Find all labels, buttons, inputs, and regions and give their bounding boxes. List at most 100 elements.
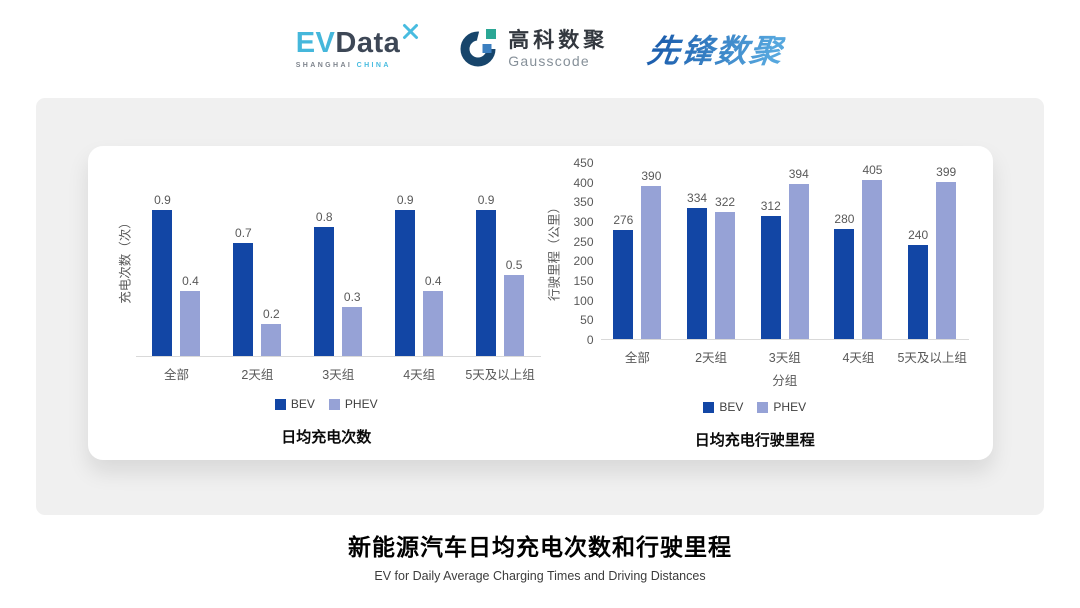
bar-with-label: 240 xyxy=(908,162,928,339)
x-tick-label: 4天组 xyxy=(842,351,875,365)
bar-with-label: 334 xyxy=(687,162,707,339)
bar-value-label: 0.8 xyxy=(315,210,333,224)
y-tick-label: 300 xyxy=(573,215,594,229)
evdata-logo: EV Data SHANGHAI CHINA xyxy=(296,24,420,69)
y-tick-label: 200 xyxy=(573,254,594,269)
x-tick-label: 4天组 xyxy=(403,368,436,382)
x-tick-label: 2天组 xyxy=(241,368,274,382)
legend-item-bev: BEV xyxy=(703,400,743,414)
bar-with-label: 399 xyxy=(936,162,956,339)
bar-value-label: 240 xyxy=(908,228,929,242)
bar-bev xyxy=(152,210,173,356)
chart-title: 日均充电次数 xyxy=(281,429,372,446)
bar-group: 280 405 xyxy=(822,162,896,339)
evdata-data-text: Data xyxy=(335,27,401,59)
bar-phev xyxy=(261,324,282,356)
bar-value-label: 276 xyxy=(613,213,634,227)
bar-value-label: 322 xyxy=(715,195,736,209)
x-axis-label: 分组 xyxy=(772,374,798,388)
evdata-wordmark: EV Data xyxy=(296,24,420,59)
bar-with-label: 0.5 xyxy=(504,162,525,356)
bar-value-label: 280 xyxy=(834,212,855,226)
phev-swatch-icon xyxy=(757,401,769,413)
bar-value-label: 334 xyxy=(687,191,708,205)
y-tick-label: 400 xyxy=(573,175,594,190)
bar-with-label: 0.4 xyxy=(423,162,444,356)
y-tick-label: 0 xyxy=(586,333,594,347)
bar-group: 0.9 0.4 xyxy=(136,162,217,356)
bar-group: 0.7 0.2 xyxy=(217,162,298,356)
logo-header: EV Data SHANGHAI CHINA 高科数聚 Gausscode xyxy=(0,0,1080,98)
bar-bev xyxy=(314,227,335,356)
bar-group: 0.8 0.3 xyxy=(298,162,379,356)
bar-value-label: 0.5 xyxy=(505,258,523,272)
bar-with-label: 0.9 xyxy=(152,162,173,356)
chart-title: 日均充电行驶里程 xyxy=(694,432,815,449)
bar-phev xyxy=(180,291,201,356)
gausscode-g-icon xyxy=(459,26,499,73)
y-axis-label: 充电次数（次） xyxy=(118,215,133,304)
bar-phev xyxy=(504,275,525,356)
bar-value-label: 0.9 xyxy=(477,193,495,207)
bar-phev xyxy=(342,307,363,356)
legend: BEV PHEV xyxy=(112,397,541,411)
y-tick-label: 450 xyxy=(573,156,594,170)
bar-phev xyxy=(423,291,444,356)
bar-with-label: 405 xyxy=(862,162,882,339)
legend-item-phev: PHEV xyxy=(757,400,806,414)
bar-bev xyxy=(760,216,781,339)
plot-area: 行驶里程（公里） 0 50 100 150 200 250 300 350 400 450 276… xyxy=(541,156,969,388)
bar-value-label: 399 xyxy=(936,165,957,179)
legend-item-bev: BEV xyxy=(274,397,315,411)
chart-daily-charging-times: 充电次数（次） 0.9 0.4 0.7 0.2 0.8 0.3 0.9 0.4 0.9 0.5 全… xyxy=(112,162,541,460)
x-axis-categories: 全部 2天组 3天组 4天组 5天及以上组 xyxy=(136,357,541,383)
bar-value-label: 312 xyxy=(760,199,781,213)
page-title: 新能源汽车日均充电次数和行驶里程 xyxy=(348,534,732,560)
bar-with-label: 0.9 xyxy=(476,162,497,356)
pioneer-logo: 先锋数聚 xyxy=(645,26,787,72)
bar-value-label: 0.7 xyxy=(235,226,252,240)
bev-swatch-icon xyxy=(274,398,286,410)
gausscode-logo: 高科数聚 Gausscode xyxy=(459,26,608,73)
bar-bev xyxy=(395,210,416,356)
bar-value-label: 0.3 xyxy=(343,290,361,304)
bar-phev xyxy=(715,212,736,339)
bar-value-label: 390 xyxy=(641,169,662,183)
bar-phev xyxy=(641,186,662,339)
y-tick-label: 50 xyxy=(580,313,594,328)
evdata-star-icon xyxy=(402,23,419,44)
legend-item-phev: PHEV xyxy=(328,397,378,411)
x-tick-label: 全部 xyxy=(624,351,650,365)
legend: BEV PHEV xyxy=(541,400,970,414)
page-footer: 新能源汽车日均充电次数和行驶里程 EV for Daily Average Ch… xyxy=(0,528,1080,583)
gausscode-text: 高科数聚 Gausscode xyxy=(508,29,608,69)
gausscode-en-name: Gausscode xyxy=(508,53,590,70)
bars-area: 276 390 334 322 312 394 280 405 240 399 xyxy=(600,162,969,340)
bar-with-label: 276 xyxy=(613,162,633,339)
gray-panel: 充电次数（次） 0.9 0.4 0.7 0.2 0.8 0.3 0.9 0.4 0.9 0.5 全… xyxy=(36,98,1044,515)
bars-area: 0.9 0.4 0.7 0.2 0.8 0.3 0.9 0.4 0.9 0.5 xyxy=(136,162,541,357)
bar-bev xyxy=(687,208,708,339)
y-axis-label: 行驶里程（公里） xyxy=(547,200,561,302)
y-tick-label: 250 xyxy=(573,234,594,249)
gausscode-cn-name: 高科数聚 xyxy=(508,28,609,52)
bar-with-label: 322 xyxy=(715,162,735,339)
bar-phev xyxy=(788,184,809,339)
y-tick-label: 350 xyxy=(573,195,594,210)
x-tick-label: 3天组 xyxy=(768,351,801,365)
bar-value-label: 0.9 xyxy=(154,193,171,207)
page-subtitle: EV for Daily Average Charging Times and … xyxy=(374,569,706,583)
bar-group: 334 322 xyxy=(674,162,748,339)
bar-group: 312 394 xyxy=(748,162,822,339)
bar-with-label: 0.7 xyxy=(233,162,254,356)
x-tick-label: 全部 xyxy=(163,368,189,382)
bar-group: 240 399 xyxy=(895,162,969,339)
x-tick-label: 3天组 xyxy=(322,368,355,382)
bar-group: 0.9 0.4 xyxy=(379,162,460,356)
bev-swatch-icon xyxy=(703,401,715,413)
bar-value-label: 405 xyxy=(862,163,883,177)
y-tick-label: 100 xyxy=(573,293,594,308)
bar-bev xyxy=(476,210,497,356)
bar-with-label: 0.9 xyxy=(395,162,416,356)
bar-with-label: 312 xyxy=(761,162,781,339)
